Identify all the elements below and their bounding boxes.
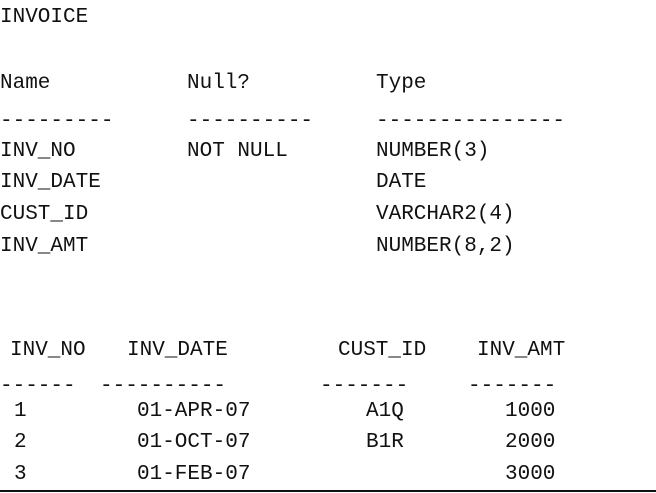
- describe-header-type: Type: [376, 72, 427, 95]
- describe-dash-null: ----------: [187, 110, 314, 133]
- query-dash-cust-id: -------: [320, 375, 409, 398]
- query-cell-inv-no: 3: [14, 463, 27, 486]
- describe-dash-name: ---------: [0, 110, 114, 133]
- query-cell-cust-id: A1Q: [366, 400, 404, 423]
- describe-row-type: DATE: [376, 171, 427, 194]
- describe-header-name: Name: [0, 72, 51, 95]
- query-cell-inv-no: 2: [14, 431, 27, 454]
- describe-dash-type: ---------------: [376, 110, 566, 133]
- table-title: INVOICE: [0, 6, 89, 29]
- query-dash-inv-amt: -------: [468, 375, 557, 398]
- query-cell-inv-amt: 1000: [505, 400, 556, 423]
- query-header-inv-amt: INV_AMT: [477, 339, 566, 362]
- query-header-cust-id: CUST_ID: [338, 339, 427, 362]
- query-header-inv-no: INV_NO: [10, 339, 86, 362]
- query-dash-inv-no: ------: [0, 375, 76, 398]
- query-cell-inv-date: 01-APR-07: [137, 400, 251, 423]
- describe-row-name: CUST_ID: [0, 203, 89, 226]
- query-cell-inv-no: 1: [14, 400, 27, 423]
- describe-row-type: NUMBER(3): [376, 140, 490, 163]
- describe-row-null: NOT NULL: [187, 140, 288, 163]
- query-cell-inv-date: 01-OCT-07: [137, 431, 251, 454]
- query-header-inv-date: INV_DATE: [127, 339, 228, 362]
- query-cell-inv-date: 01-FEB-07: [137, 463, 251, 486]
- query-cell-cust-id: B1R: [366, 431, 404, 454]
- query-cell-inv-amt: 3000: [505, 463, 556, 486]
- describe-row-name: INV_DATE: [0, 171, 101, 194]
- describe-header-null: Null?: [187, 72, 251, 95]
- describe-row-type: VARCHAR2(4): [376, 203, 515, 226]
- query-dash-inv-date: ----------: [100, 375, 227, 398]
- bottom-rule: [0, 490, 656, 492]
- describe-row-name: INV_NO: [0, 140, 76, 163]
- query-cell-inv-amt: 2000: [505, 431, 556, 454]
- describe-row-name: INV_AMT: [0, 235, 89, 258]
- describe-row-type: NUMBER(8,2): [376, 235, 515, 258]
